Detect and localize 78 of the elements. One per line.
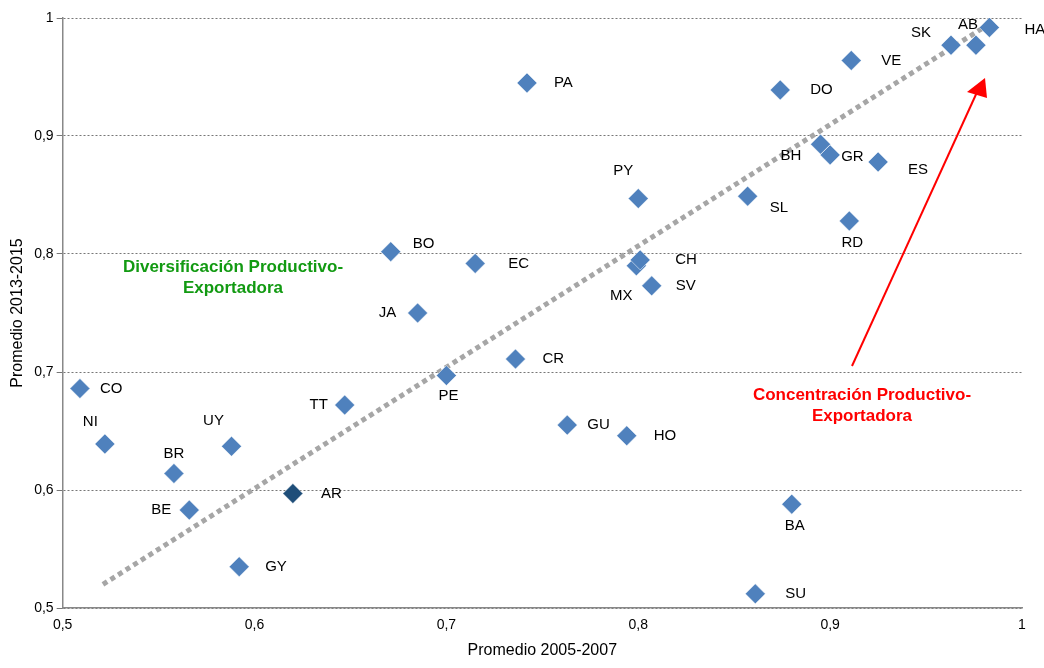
series-label: GY <box>265 556 287 574</box>
series-label: PY <box>613 160 634 178</box>
point <box>628 188 649 209</box>
point <box>380 241 402 262</box>
y-tick-label: 0,6 <box>34 480 54 497</box>
series-label: AB <box>957 15 978 33</box>
point <box>867 151 889 173</box>
series-label: NI <box>82 412 98 430</box>
point <box>282 483 304 504</box>
point <box>94 433 116 455</box>
point <box>69 378 91 399</box>
point <box>737 185 758 207</box>
series-label: RD <box>841 233 864 251</box>
series-label: UY <box>203 411 224 429</box>
point <box>781 493 803 515</box>
series-label: JA <box>378 303 397 321</box>
series-label: CH <box>675 250 697 268</box>
point <box>163 463 185 484</box>
series-label: BE <box>151 500 172 518</box>
point <box>770 79 791 101</box>
point <box>464 253 486 274</box>
point <box>840 50 862 71</box>
x-tick-label: 0,9 <box>820 616 841 633</box>
point <box>641 275 662 297</box>
series-label: GR <box>841 147 864 165</box>
x-tick-label: 0,6 <box>244 616 265 633</box>
series-label: GU <box>587 415 610 433</box>
point <box>228 556 250 577</box>
point <box>616 425 637 446</box>
point <box>516 72 538 94</box>
series-label: MX <box>610 285 633 303</box>
x-tick-label: 0,7 <box>436 616 457 633</box>
point <box>557 414 578 436</box>
series-label: BH <box>780 146 802 164</box>
y-tick-label: 1 <box>45 8 54 25</box>
point <box>940 34 962 56</box>
point <box>221 436 242 457</box>
annotation: Diversificación Productivo-Exportadora <box>121 256 345 298</box>
point <box>334 394 355 416</box>
annotation: Concentración Productivo-Exportadora <box>751 384 973 426</box>
series-label: TT <box>309 395 328 413</box>
point <box>179 499 200 521</box>
point <box>629 249 651 271</box>
point <box>979 18 1000 38</box>
point <box>436 365 457 386</box>
series-label: SK <box>911 23 932 41</box>
y-axis-title: Promedio 2013-2015 <box>8 238 26 388</box>
series-label: PA <box>553 73 573 91</box>
y-tick-label: 0,5 <box>34 598 54 615</box>
x-tick-label: 0,5 <box>52 616 73 633</box>
series-label: PE <box>438 385 459 403</box>
y-tick-label: 0,9 <box>34 126 54 143</box>
x-tick-label: 0,8 <box>628 616 649 633</box>
series-label: CO <box>99 378 123 396</box>
series-label: VE <box>881 50 902 68</box>
series-label: DO <box>810 80 833 98</box>
series-label: ES <box>908 160 929 178</box>
y-tick-label: 0,7 <box>34 362 54 379</box>
x-tick-label: 1 <box>1018 616 1027 633</box>
point <box>965 34 987 56</box>
point <box>839 210 860 232</box>
point <box>810 134 831 155</box>
series-label: CR <box>542 349 565 367</box>
series-label: SL <box>769 198 788 216</box>
y-tick-label: 0,8 <box>34 244 54 261</box>
point <box>819 144 841 166</box>
x-axis-title: Promedio 2005-2007 <box>467 640 618 658</box>
series-label: SU <box>785 583 807 601</box>
series-label: BA <box>784 516 805 534</box>
series-label: BR <box>163 443 185 461</box>
series-label: HO <box>653 425 677 443</box>
series-label: SV <box>675 276 696 293</box>
series-label: AR <box>320 483 342 501</box>
series-label: BO <box>412 233 435 251</box>
point <box>407 302 428 324</box>
series-label: EC <box>508 253 530 271</box>
point <box>505 348 526 370</box>
point <box>745 583 766 605</box>
